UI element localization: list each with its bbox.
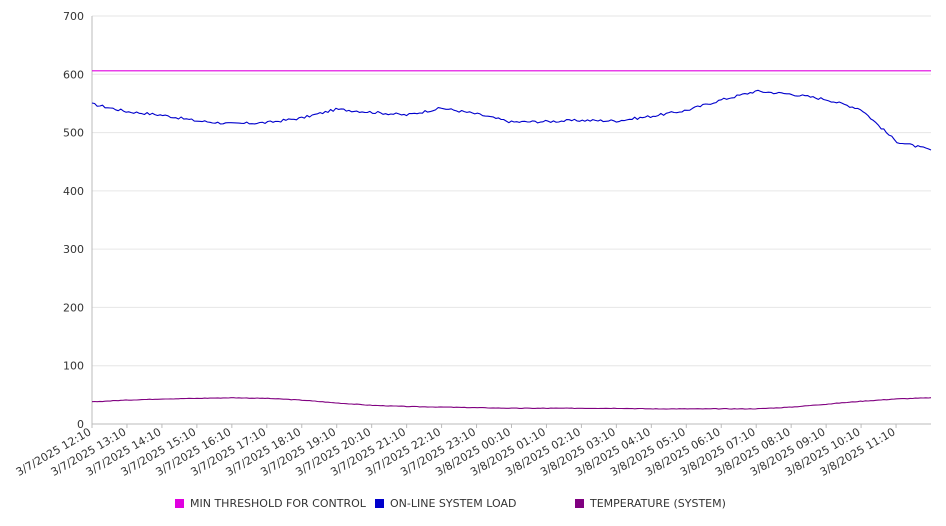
legend: MIN THRESHOLD FOR CONTROL ON-LINE SYSTEM… [0, 497, 946, 515]
legend-label-threshold: MIN THRESHOLD FOR CONTROL [190, 497, 366, 510]
series-line-2 [91, 397, 932, 410]
y-tick-label: 400 [63, 185, 84, 198]
legend-swatch-temperature [575, 499, 584, 508]
gridlines [92, 15, 931, 367]
legend-item-temperature[interactable]: TEMPERATURE (SYSTEM) [575, 497, 726, 510]
legend-item-system-load[interactable]: ON-LINE SYSTEM LOAD [375, 497, 516, 510]
y-tick-label: 500 [63, 127, 84, 140]
legend-swatch-threshold [175, 499, 184, 508]
y-tick-label: 700 [63, 10, 84, 23]
legend-item-threshold[interactable]: MIN THRESHOLD FOR CONTROL [175, 497, 366, 510]
y-tick-label: 600 [63, 68, 84, 81]
y-tick-label: 200 [63, 301, 84, 314]
y-axis: 0 100 200 300 400 500 600 700 [63, 10, 93, 431]
series-lines [91, 70, 932, 410]
y-tick-label: 100 [63, 360, 84, 373]
y-tick-label: 300 [63, 243, 84, 256]
legend-label-system-load: ON-LINE SYSTEM LOAD [390, 497, 517, 510]
legend-swatch-system-load [375, 499, 384, 508]
legend-label-temperature: TEMPERATURE (SYSTEM) [590, 497, 726, 510]
y-tick-label: 0 [77, 418, 84, 431]
series-line-1 [91, 89, 932, 151]
x-axis: 3/7/2025 12:103/7/2025 13:103/7/2025 14:… [14, 423, 931, 479]
